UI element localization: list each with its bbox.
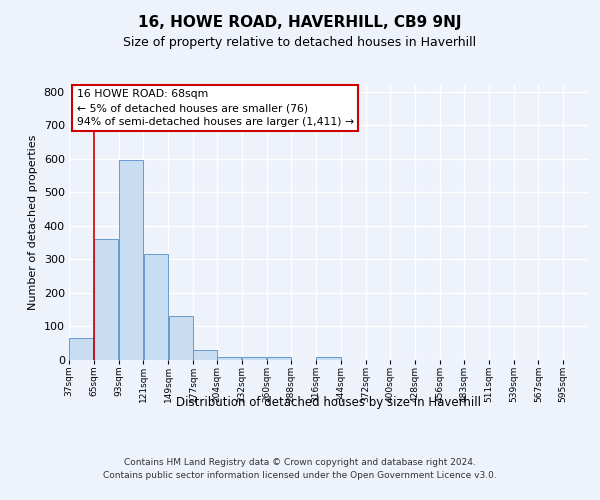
- Text: 16, HOWE ROAD, HAVERHILL, CB9 9NJ: 16, HOWE ROAD, HAVERHILL, CB9 9NJ: [138, 15, 462, 30]
- Bar: [169, 316, 193, 360]
- Bar: [119, 160, 143, 360]
- Text: Contains HM Land Registry data © Crown copyright and database right 2024.: Contains HM Land Registry data © Crown c…: [124, 458, 476, 467]
- Bar: [70, 338, 94, 360]
- Text: 16 HOWE ROAD: 68sqm
← 5% of detached houses are smaller (76)
94% of semi-detache: 16 HOWE ROAD: 68sqm ← 5% of detached hou…: [77, 89, 354, 127]
- Text: Size of property relative to detached houses in Haverhill: Size of property relative to detached ho…: [124, 36, 476, 49]
- Y-axis label: Number of detached properties: Number of detached properties: [28, 135, 38, 310]
- Bar: [217, 356, 241, 360]
- Text: Distribution of detached houses by size in Haverhill: Distribution of detached houses by size …: [176, 396, 481, 409]
- Bar: [94, 240, 118, 360]
- Bar: [193, 350, 217, 360]
- Bar: [242, 356, 266, 360]
- Bar: [316, 356, 341, 360]
- Text: Contains public sector information licensed under the Open Government Licence v3: Contains public sector information licen…: [103, 472, 497, 480]
- Bar: [144, 254, 168, 360]
- Bar: [267, 356, 291, 360]
